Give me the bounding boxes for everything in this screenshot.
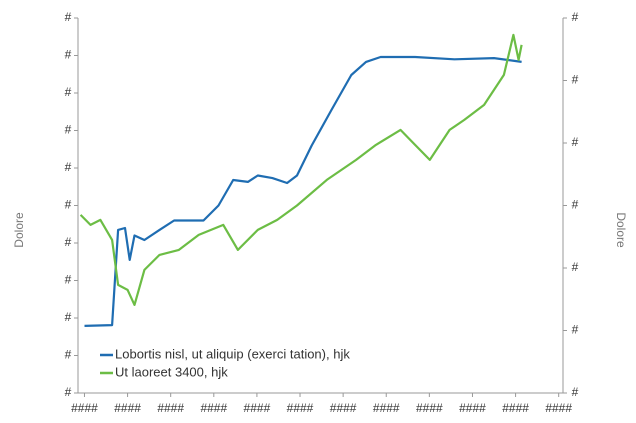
y-tick-label: # [65,348,72,362]
y2-tick-label: # [572,260,579,274]
y2-tick-label: # [572,323,579,337]
y-tick-label: # [65,198,72,212]
y-tick-label: # [65,310,72,324]
x-tick-label: #### [330,401,357,415]
y2-tick-label: # [572,198,579,212]
y-tick-label: # [65,385,72,399]
y2-tick-label: # [572,385,579,399]
x-tick-label: #### [287,401,314,415]
x-tick-label: #### [114,401,141,415]
x-tick-label: #### [502,401,529,415]
x-tick-label: #### [157,401,184,415]
y-tick-label: # [65,160,72,174]
x-tick-label: #### [200,401,227,415]
y-tick-label: # [65,48,72,62]
x-tick-label: #### [71,401,98,415]
x-tick-label: #### [416,401,443,415]
y-tick-label: # [65,10,72,24]
y-tick-label: # [65,123,72,137]
x-tick-label: #### [545,401,572,415]
legend-label: Lobortis nisl, ut aliquip (exerci tation… [115,346,350,361]
x-tick-label: #### [459,401,486,415]
x-tick-label: #### [244,401,271,415]
y-tick-label: # [65,273,72,287]
legend-label: Ut laoreet 3400, hjk [115,364,228,379]
series-line [79,33,523,306]
x-tick-label: #### [373,401,400,415]
y2-tick-label: # [572,10,579,24]
y2-tick-label: # [572,135,579,149]
y-axis-label: Dolore [12,212,26,248]
y-tick-label: # [65,85,72,99]
y2-tick-label: # [572,73,579,87]
y2-axis-label: Dolore [614,212,628,248]
y-tick-label: # [65,235,72,249]
series-line [84,55,522,327]
